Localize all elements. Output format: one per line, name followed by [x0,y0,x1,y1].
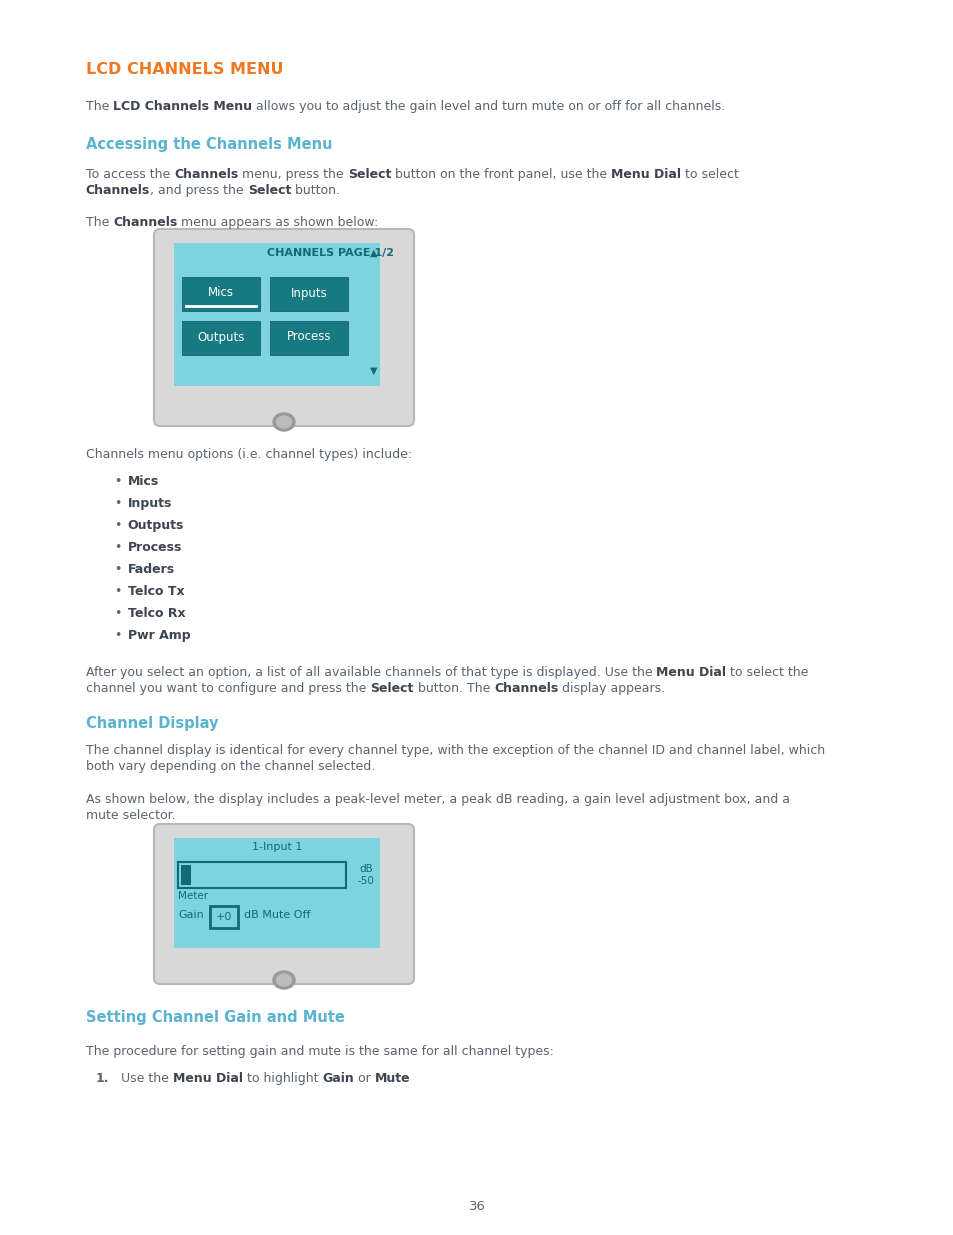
Text: allows you to adjust the gain level and turn mute on or off for all channels.: allows you to adjust the gain level and … [252,100,724,112]
Bar [182,277,260,311]
Text: Outputs: Outputs [128,519,184,532]
Text: Use the: Use the [121,1072,172,1086]
Text: •: • [113,475,121,488]
FancyBboxPatch shape [153,824,414,984]
Text: Meter: Meter [178,890,208,902]
Text: Channels: Channels [174,168,238,182]
Ellipse shape [276,974,292,986]
Text: Telco Tx: Telco Tx [128,585,184,598]
Bar [173,243,379,270]
Text: LCD Channels Menu: LCD Channels Menu [113,100,252,112]
Bar [210,906,237,927]
Text: Channels menu options (i.e. channel types) include:: Channels menu options (i.e. channel type… [86,448,412,461]
Text: The: The [86,216,113,228]
Ellipse shape [276,416,292,429]
Text: to select: to select [680,168,739,182]
Text: Menu Dial: Menu Dial [172,1072,242,1086]
Text: •: • [113,496,121,510]
Text: Mics: Mics [208,287,233,300]
Text: Gain: Gain [178,910,204,920]
Text: •: • [113,606,121,620]
Text: Mics: Mics [128,475,159,488]
Text: ▲: ▲ [370,248,377,258]
Text: LCD CHANNELS MENU: LCD CHANNELS MENU [86,62,283,77]
Text: Menu Dial: Menu Dial [611,168,680,182]
FancyBboxPatch shape [153,228,414,426]
Bar [270,321,348,354]
Text: The procedure for setting gain and mute is the same for all channel types:: The procedure for setting gain and mute … [86,1045,553,1058]
Text: Pwr Amp: Pwr Amp [128,629,191,642]
Text: menu, press the: menu, press the [238,168,348,182]
Text: Telco Rx: Telco Rx [128,606,185,620]
Text: Inputs: Inputs [128,496,172,510]
Text: Process: Process [128,541,182,555]
Text: to select the: to select the [726,666,808,679]
Text: Menu Dial: Menu Dial [656,666,726,679]
Bar [182,321,260,354]
Text: Process: Process [287,331,331,343]
Bar [173,839,379,948]
Text: Faders: Faders [128,563,174,576]
Bar [270,277,348,311]
Text: Channel Display: Channel Display [86,716,218,731]
Text: Select: Select [348,168,391,182]
Text: •: • [113,519,121,532]
Text: -50: -50 [357,876,374,885]
Text: channel you want to configure and press the: channel you want to configure and press … [86,682,370,695]
Text: Accessing the Channels Menu: Accessing the Channels Menu [86,137,332,152]
Text: dB: dB [358,864,373,874]
Text: Select: Select [370,682,414,695]
Text: or: or [354,1072,375,1086]
Text: dB Mute Off: dB Mute Off [244,910,310,920]
Text: Inputs: Inputs [291,287,327,300]
Text: menu appears as shown below:: menu appears as shown below: [177,216,378,228]
Text: Mute: Mute [375,1072,410,1086]
Text: •: • [113,585,121,598]
Text: button on the front panel, use the: button on the front panel, use the [391,168,611,182]
Text: Channels: Channels [86,184,150,198]
Text: •: • [113,541,121,555]
Text: Outputs: Outputs [197,331,244,343]
Text: Channels: Channels [494,682,558,695]
Text: button. The: button. The [414,682,494,695]
Text: , and press the: , and press the [150,184,248,198]
Text: Setting Channel Gain and Mute: Setting Channel Gain and Mute [86,1010,344,1025]
Bar [178,862,346,888]
Bar [173,243,379,387]
Ellipse shape [273,971,294,989]
Text: Gain: Gain [322,1072,354,1086]
Text: To access the: To access the [86,168,174,182]
Text: As shown below, the display includes a peak-level meter, a peak dB reading, a ga: As shown below, the display includes a p… [86,793,789,806]
Text: display appears.: display appears. [558,682,664,695]
Text: +0: +0 [215,911,232,923]
Text: ▼: ▼ [370,366,377,375]
Ellipse shape [273,412,294,431]
Bar [181,864,191,885]
Text: •: • [113,563,121,576]
Text: The: The [86,100,113,112]
Text: •: • [113,629,121,642]
Text: After you select an option, a list of all available channels of that type is dis: After you select an option, a list of al… [86,666,656,679]
Text: to highlight: to highlight [242,1072,322,1086]
Text: 1.: 1. [95,1072,110,1086]
Text: 36: 36 [468,1200,485,1213]
Text: both vary depending on the channel selected.: both vary depending on the channel selec… [86,760,375,773]
Text: 1-Input 1: 1-Input 1 [252,842,302,852]
Text: CHANNELS PAGE 1/2: CHANNELS PAGE 1/2 [267,248,394,258]
Text: The channel display is identical for every channel type, with the exception of t: The channel display is identical for eve… [86,743,824,757]
Text: mute selector.: mute selector. [86,809,175,823]
Text: Select: Select [248,184,291,198]
Text: Channels: Channels [113,216,177,228]
Text: button.: button. [291,184,340,198]
